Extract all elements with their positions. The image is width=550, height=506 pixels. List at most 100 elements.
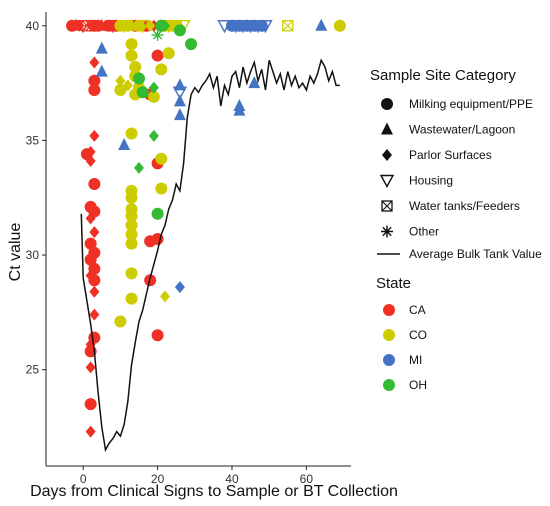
data-point [89,285,100,298]
legend-shape-label: Other [409,225,439,239]
legend-shape-label: Water tanks/Feeders [409,199,520,213]
data-point [333,19,346,32]
data-point [160,19,171,32]
legend-shape-label: Housing [409,174,453,188]
data-point [132,72,145,85]
data-point [144,235,157,248]
data-point [88,274,101,287]
data-point [147,90,160,103]
data-point [282,20,294,32]
data-point [233,103,246,116]
data-point [173,108,186,121]
legend-shape-marker [382,149,392,161]
data-point [115,74,126,87]
data-point [155,152,168,165]
data-point [125,228,138,241]
legend-state-swatch [383,304,395,316]
data-point [85,155,96,168]
data-point [151,207,164,220]
plot-area: 0 20 40 60 25 30 35 40 [26,12,351,486]
legend-shape-label: Parlor Surfaces [409,148,492,162]
data-point [84,237,97,250]
data-point [125,49,138,62]
data-point [125,127,138,140]
data-point [315,18,328,31]
data-point [125,292,138,305]
data-point [85,361,96,374]
data-point [88,74,101,87]
x-tick-label: 40 [225,472,239,486]
x-tick-label: 20 [151,472,165,486]
data-point [151,28,164,41]
data-point [88,83,101,96]
data-point [248,76,261,89]
legend-state-label: MI [409,353,422,367]
data-point [85,212,96,225]
data-point [125,219,138,232]
data-point [125,38,138,51]
legend-shape-marker [379,174,395,188]
data-point [95,64,108,77]
bulk-tank-line [80,58,340,453]
data-point [136,86,149,99]
legend-shape-title: Sample Site Category [370,67,516,84]
legend-color-title: State [376,275,411,292]
y-axis-title: Ct value [7,223,24,282]
data-point [125,237,138,250]
x-axis-title: Days from Clinical Signs to Sample or BT… [30,483,398,500]
legend-shape-marker [381,200,393,212]
data-point [84,398,97,411]
data-point [85,425,96,438]
x-tick-label: 0 [80,472,87,486]
data-point [133,161,144,174]
legend-shape-label: Wastewater/Lagoon [409,123,515,137]
data-point [122,79,133,92]
data-point [155,63,168,76]
data-point [151,329,164,342]
x-tick-label: 60 [300,472,314,486]
data-point [125,267,138,280]
data-point [174,281,185,294]
data-point [148,129,159,142]
y-tick-label: 30 [26,248,40,262]
legend-line-label: Average Bulk Tank Value [409,247,542,261]
data-point [258,20,273,34]
y-tick-label: 25 [26,363,40,377]
data-point [89,56,100,69]
data-point [151,49,164,62]
legend: Sample Site Category State Milking equip… [370,67,542,392]
legend-state-label: OH [409,378,427,392]
data-point [89,129,100,142]
data-point [185,38,198,51]
data-point [89,226,100,239]
legend-state-swatch [383,329,395,341]
data-point [89,308,100,321]
legend-shape-marker [381,225,393,238]
data-point [173,94,186,107]
data-point [88,177,101,190]
data-point [160,290,171,303]
legend-state-label: CO [409,328,427,342]
data-point [162,47,175,60]
data-point [125,191,138,204]
data-point [118,137,131,150]
y-tick-label: 40 [26,19,40,33]
data-point [114,315,127,328]
legend-shape-label: Milking equipment/PPE [409,97,533,111]
data-point [114,83,127,96]
data-point [155,182,168,195]
data-point [145,19,156,32]
legend-shape-marker [381,122,393,135]
data-point [85,145,96,158]
data-point [84,253,97,266]
data-point [173,78,186,91]
data-point [173,24,186,37]
data-point [129,61,142,74]
y-tick-label: 35 [26,133,40,147]
data-point [172,86,188,100]
legend-state-swatch [383,354,395,366]
legend-shape-marker [381,98,393,110]
legend-state-swatch [383,379,395,391]
legend-state-label: CA [409,303,426,317]
